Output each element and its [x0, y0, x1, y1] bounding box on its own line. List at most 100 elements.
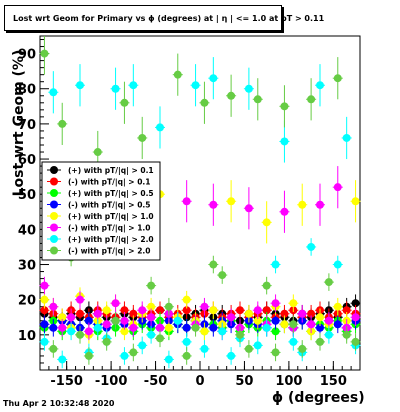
data-point	[93, 309, 102, 318]
data-point	[253, 306, 262, 315]
legend-label: (+) with pT/|q| > 1.0	[68, 212, 154, 222]
legend-box	[41, 161, 161, 261]
data-point	[200, 98, 209, 107]
data-point	[262, 218, 271, 227]
x-tick-label: 100	[275, 374, 302, 389]
y-tick-label: 40	[18, 223, 36, 238]
data-point	[129, 348, 138, 357]
data-point	[84, 316, 93, 325]
data-point	[111, 316, 120, 325]
data-point	[324, 330, 333, 339]
data-point	[271, 316, 280, 325]
data-point	[102, 337, 111, 346]
data-point	[307, 95, 316, 104]
data-point	[67, 327, 76, 336]
data-point	[138, 341, 147, 350]
legend-marker	[50, 189, 58, 197]
data-point	[209, 306, 218, 315]
data-point	[227, 91, 236, 100]
data-point	[120, 306, 129, 315]
data-point	[289, 299, 298, 308]
y-tick-label: 70	[18, 118, 36, 133]
data-point	[262, 281, 271, 290]
data-point	[324, 316, 333, 325]
legend-marker	[50, 212, 58, 220]
data-point	[262, 306, 271, 315]
legend-label: (+) with pT/|q| > 0.5	[68, 189, 154, 199]
data-point	[209, 260, 218, 269]
data-point	[84, 327, 93, 336]
data-point	[236, 306, 244, 315]
data-point	[333, 183, 342, 192]
data-point	[40, 337, 49, 346]
y-tick-label: 50	[18, 188, 36, 203]
data-point	[227, 313, 236, 322]
data-point	[280, 309, 289, 318]
data-point	[200, 344, 209, 353]
data-point	[253, 95, 262, 104]
data-point	[147, 281, 156, 290]
legend-marker	[50, 246, 58, 255]
data-point	[333, 320, 342, 329]
data-point	[351, 197, 360, 206]
data-point	[253, 341, 262, 350]
data-point	[58, 323, 67, 332]
data-point	[342, 330, 351, 339]
data-point	[49, 302, 58, 311]
data-point	[298, 200, 307, 209]
data-point	[218, 271, 227, 280]
data-point	[49, 344, 58, 353]
y-axis-label: Lost wrt Geom (%)	[11, 49, 27, 197]
axis-ticks: -150 -100 -50 0 50 100 150 10 20 30 40 50 60 70 80 90	[18, 39, 352, 389]
legend: (+) with pT/|q| > 0.1 (-) with pT/|q| > 0…	[41, 161, 161, 261]
data-point	[76, 295, 84, 304]
data-point	[209, 323, 218, 332]
x-tick-label: 0	[195, 374, 204, 389]
data-point	[156, 306, 164, 315]
data-point	[316, 337, 324, 346]
data-point	[120, 316, 129, 325]
data-point	[182, 351, 191, 360]
data-point	[280, 320, 289, 329]
y-tick-label: 10	[18, 329, 36, 344]
data-point	[156, 334, 164, 343]
data-point	[156, 123, 164, 132]
data-point	[271, 299, 280, 308]
data-point	[156, 323, 164, 332]
data-point	[76, 309, 84, 318]
data-point	[262, 323, 271, 332]
data-point	[147, 330, 156, 339]
data-point	[147, 302, 156, 311]
data-point	[182, 197, 191, 206]
data-point	[191, 323, 200, 332]
data-point	[333, 302, 342, 311]
data-point	[49, 88, 58, 97]
data-point	[298, 344, 307, 353]
data-point	[307, 242, 316, 251]
y-tick-label: 20	[18, 294, 36, 309]
data-point	[316, 313, 324, 322]
data-point	[227, 351, 236, 360]
legend-marker	[50, 166, 58, 174]
data-point	[58, 313, 67, 322]
data-point	[298, 309, 307, 318]
data-point	[40, 281, 49, 290]
data-point	[164, 323, 173, 332]
data-point	[244, 309, 253, 318]
data-point	[93, 148, 102, 157]
x-tick-label: -50	[144, 374, 168, 389]
y-tick-label: 80	[18, 83, 36, 98]
data-point	[58, 355, 67, 364]
timestamp: Thu Apr 2 10:32:48 2020	[3, 399, 115, 408]
legend-label: (+) with pT/|q| > 0.1	[68, 166, 154, 176]
chart-title: Lost wrt Geom for Primary vs ϕ (degrees)…	[4, 5, 324, 31]
data-point	[244, 344, 253, 353]
x-tick-label: -150	[50, 374, 83, 389]
data-point	[289, 337, 298, 346]
data-point	[351, 337, 360, 346]
data-point	[182, 295, 191, 304]
data-point	[102, 306, 111, 315]
data-point	[351, 299, 360, 308]
data-point	[280, 207, 289, 216]
data-point	[129, 323, 138, 332]
